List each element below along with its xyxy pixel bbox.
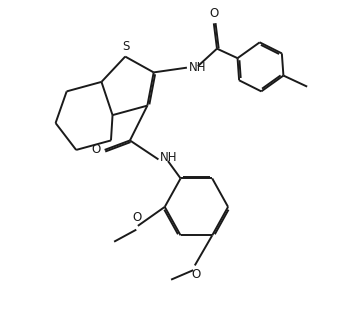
Text: NH: NH [189,61,206,74]
Text: O: O [92,143,101,156]
Text: O: O [192,268,201,281]
Text: S: S [122,40,130,53]
Text: O: O [132,211,141,224]
Text: O: O [209,7,218,20]
Text: NH: NH [160,151,178,164]
